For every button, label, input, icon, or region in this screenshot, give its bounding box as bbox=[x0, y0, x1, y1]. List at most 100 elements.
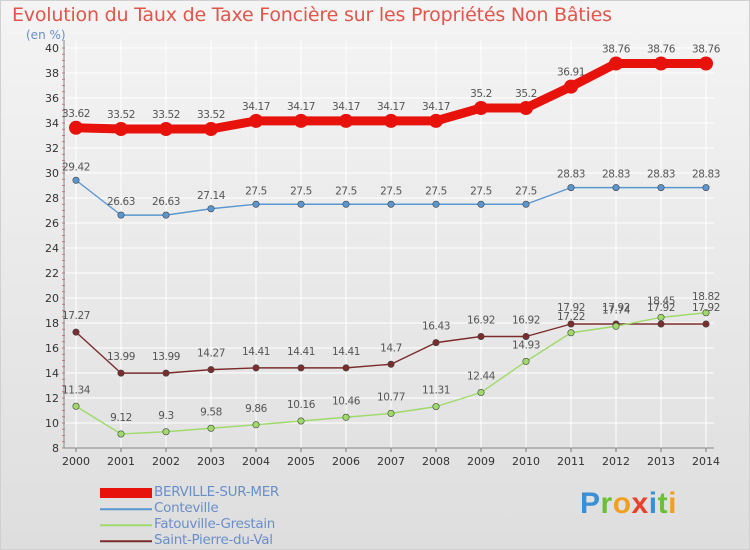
data-label: 17.22 bbox=[557, 311, 585, 323]
data-label: 17.92 bbox=[692, 302, 720, 314]
data-point bbox=[702, 309, 710, 317]
logo-letter: r bbox=[600, 487, 613, 520]
data-label: 28.83 bbox=[647, 169, 675, 181]
data-label: 33.52 bbox=[152, 109, 180, 121]
data-point bbox=[162, 369, 170, 377]
data-point bbox=[294, 113, 308, 128]
data-point bbox=[387, 360, 395, 368]
data-point bbox=[72, 402, 80, 410]
proxiti-logo: Proxiti bbox=[580, 487, 677, 521]
data-point bbox=[522, 357, 530, 365]
data-point bbox=[699, 56, 713, 71]
legend-label: BERVILLE-SUR-MER bbox=[154, 484, 280, 500]
x-tick-label: 2004 bbox=[242, 455, 270, 468]
x-tick-label: 2007 bbox=[377, 455, 405, 468]
data-point bbox=[609, 56, 623, 71]
data-point bbox=[519, 101, 533, 115]
data-label: 14.93 bbox=[512, 339, 540, 351]
x-tick-label: 2011 bbox=[557, 455, 585, 468]
data-label: 35.2 bbox=[470, 88, 492, 100]
data-label: 27.5 bbox=[515, 185, 537, 197]
x-tick-label: 2003 bbox=[197, 455, 225, 468]
logo-letter: i bbox=[668, 487, 677, 520]
data-label: 12.44 bbox=[467, 371, 496, 383]
data-point bbox=[432, 403, 440, 411]
data-label: 14.7 bbox=[380, 342, 402, 354]
legend-swatch bbox=[100, 524, 152, 526]
data-labels: 33.62 33.52 33.52 33.52 34.17 34.17 34.17 34.17… bbox=[62, 44, 721, 425]
data-point bbox=[204, 122, 218, 136]
data-label: 11.34 bbox=[62, 384, 91, 396]
data-point bbox=[654, 56, 668, 71]
y-tick-label: 36 bbox=[45, 92, 59, 105]
data-point bbox=[117, 211, 125, 219]
data-label: 26.63 bbox=[107, 196, 135, 208]
x-tick-label: 2010 bbox=[512, 455, 540, 468]
x-tick-label: 2006 bbox=[332, 455, 360, 468]
data-point bbox=[117, 430, 125, 438]
data-point bbox=[252, 421, 260, 429]
data-point bbox=[252, 364, 260, 372]
y-tick-label: 24 bbox=[45, 242, 59, 255]
data-point bbox=[297, 200, 305, 208]
data-label: 17.92 bbox=[602, 302, 630, 314]
y-tick-label: 20 bbox=[45, 292, 59, 305]
legend-swatch bbox=[100, 508, 152, 510]
data-point bbox=[342, 364, 350, 372]
data-label: 36.91 bbox=[557, 67, 585, 79]
data-label: 13.99 bbox=[152, 351, 180, 363]
data-label: 38.76 bbox=[647, 44, 676, 56]
data-point bbox=[702, 320, 710, 328]
x-tick-label: 2013 bbox=[647, 455, 675, 468]
data-label: 17.27 bbox=[62, 310, 90, 322]
data-point bbox=[159, 122, 173, 136]
data-label: 17.74 bbox=[602, 304, 631, 316]
y-tick-label: 22 bbox=[45, 267, 59, 280]
data-label: 33.52 bbox=[197, 109, 225, 121]
logo-letter: o bbox=[612, 487, 632, 520]
series-lines bbox=[69, 56, 713, 438]
y-tick-label: 18 bbox=[45, 317, 59, 330]
data-point bbox=[432, 339, 440, 347]
data-label: 28.83 bbox=[602, 169, 630, 181]
data-label: 27.5 bbox=[380, 185, 402, 197]
data-label: 34.17 bbox=[242, 101, 270, 113]
y-tick-label: 34 bbox=[45, 117, 59, 130]
logo-letter: P bbox=[580, 487, 601, 520]
data-label: 33.62 bbox=[62, 108, 90, 120]
data-label: 10.46 bbox=[332, 395, 361, 407]
data-point bbox=[249, 113, 263, 128]
data-point bbox=[162, 211, 170, 219]
data-label: 26.63 bbox=[152, 196, 180, 208]
data-label: 17.92 bbox=[647, 302, 675, 314]
data-point bbox=[567, 184, 575, 192]
data-label: 29.42 bbox=[62, 161, 90, 173]
data-point bbox=[387, 200, 395, 208]
data-point bbox=[387, 409, 395, 417]
y-tick-label: 14 bbox=[45, 367, 59, 380]
data-point bbox=[207, 366, 215, 374]
data-point bbox=[252, 200, 260, 208]
data-label: 10.77 bbox=[377, 391, 405, 403]
legend-label: Conteville bbox=[154, 500, 219, 516]
data-label: 13.99 bbox=[107, 351, 135, 363]
grid bbox=[64, 40, 714, 449]
y-tick-label: 28 bbox=[45, 192, 59, 205]
data-label: 14.41 bbox=[242, 346, 270, 358]
data-point bbox=[69, 120, 83, 135]
logo-letter: x bbox=[631, 487, 649, 520]
data-label: 9.86 bbox=[245, 403, 267, 415]
x-tick-label: 2008 bbox=[422, 455, 450, 468]
legend-label: Fatouville-Grestain bbox=[154, 516, 276, 532]
data-point bbox=[477, 332, 485, 340]
y-tick-label: 10 bbox=[45, 417, 59, 430]
data-point bbox=[162, 428, 170, 436]
data-label: 9.3 bbox=[158, 410, 174, 422]
data-label: 14.41 bbox=[287, 346, 315, 358]
y-tick-label: 16 bbox=[45, 342, 59, 355]
data-point bbox=[72, 328, 80, 336]
data-point bbox=[384, 113, 398, 128]
x-tick-label: 2012 bbox=[602, 455, 630, 468]
data-label: 38.76 bbox=[602, 44, 631, 56]
data-point bbox=[567, 320, 575, 328]
